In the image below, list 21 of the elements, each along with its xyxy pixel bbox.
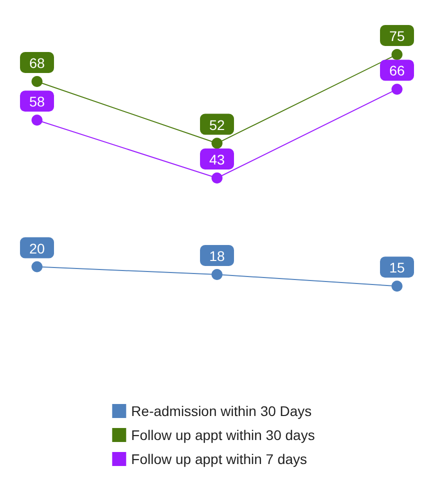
legend-label: Follow up appt within 7 days (131, 451, 308, 467)
point (392, 48, 402, 60)
legend-label: Re-admission within 30 Days (131, 403, 312, 419)
data-label: 68 (29, 55, 45, 71)
data-label: 15 (389, 260, 405, 276)
data-label: 66 (389, 62, 405, 79)
legend-label: Follow up appt within 30 days (131, 427, 315, 443)
data-label: 75 (389, 28, 405, 44)
data-label: 58 (29, 94, 45, 110)
data-label: 18 (209, 248, 225, 264)
point (212, 269, 222, 280)
data-label: 43 (209, 152, 225, 168)
point (32, 261, 42, 272)
point (32, 76, 42, 87)
point (212, 172, 222, 184)
data-label: 20 (29, 240, 45, 256)
point (392, 84, 402, 95)
point (212, 138, 222, 149)
point (392, 280, 402, 292)
data-label: 52 (209, 116, 225, 133)
point (32, 114, 42, 126)
